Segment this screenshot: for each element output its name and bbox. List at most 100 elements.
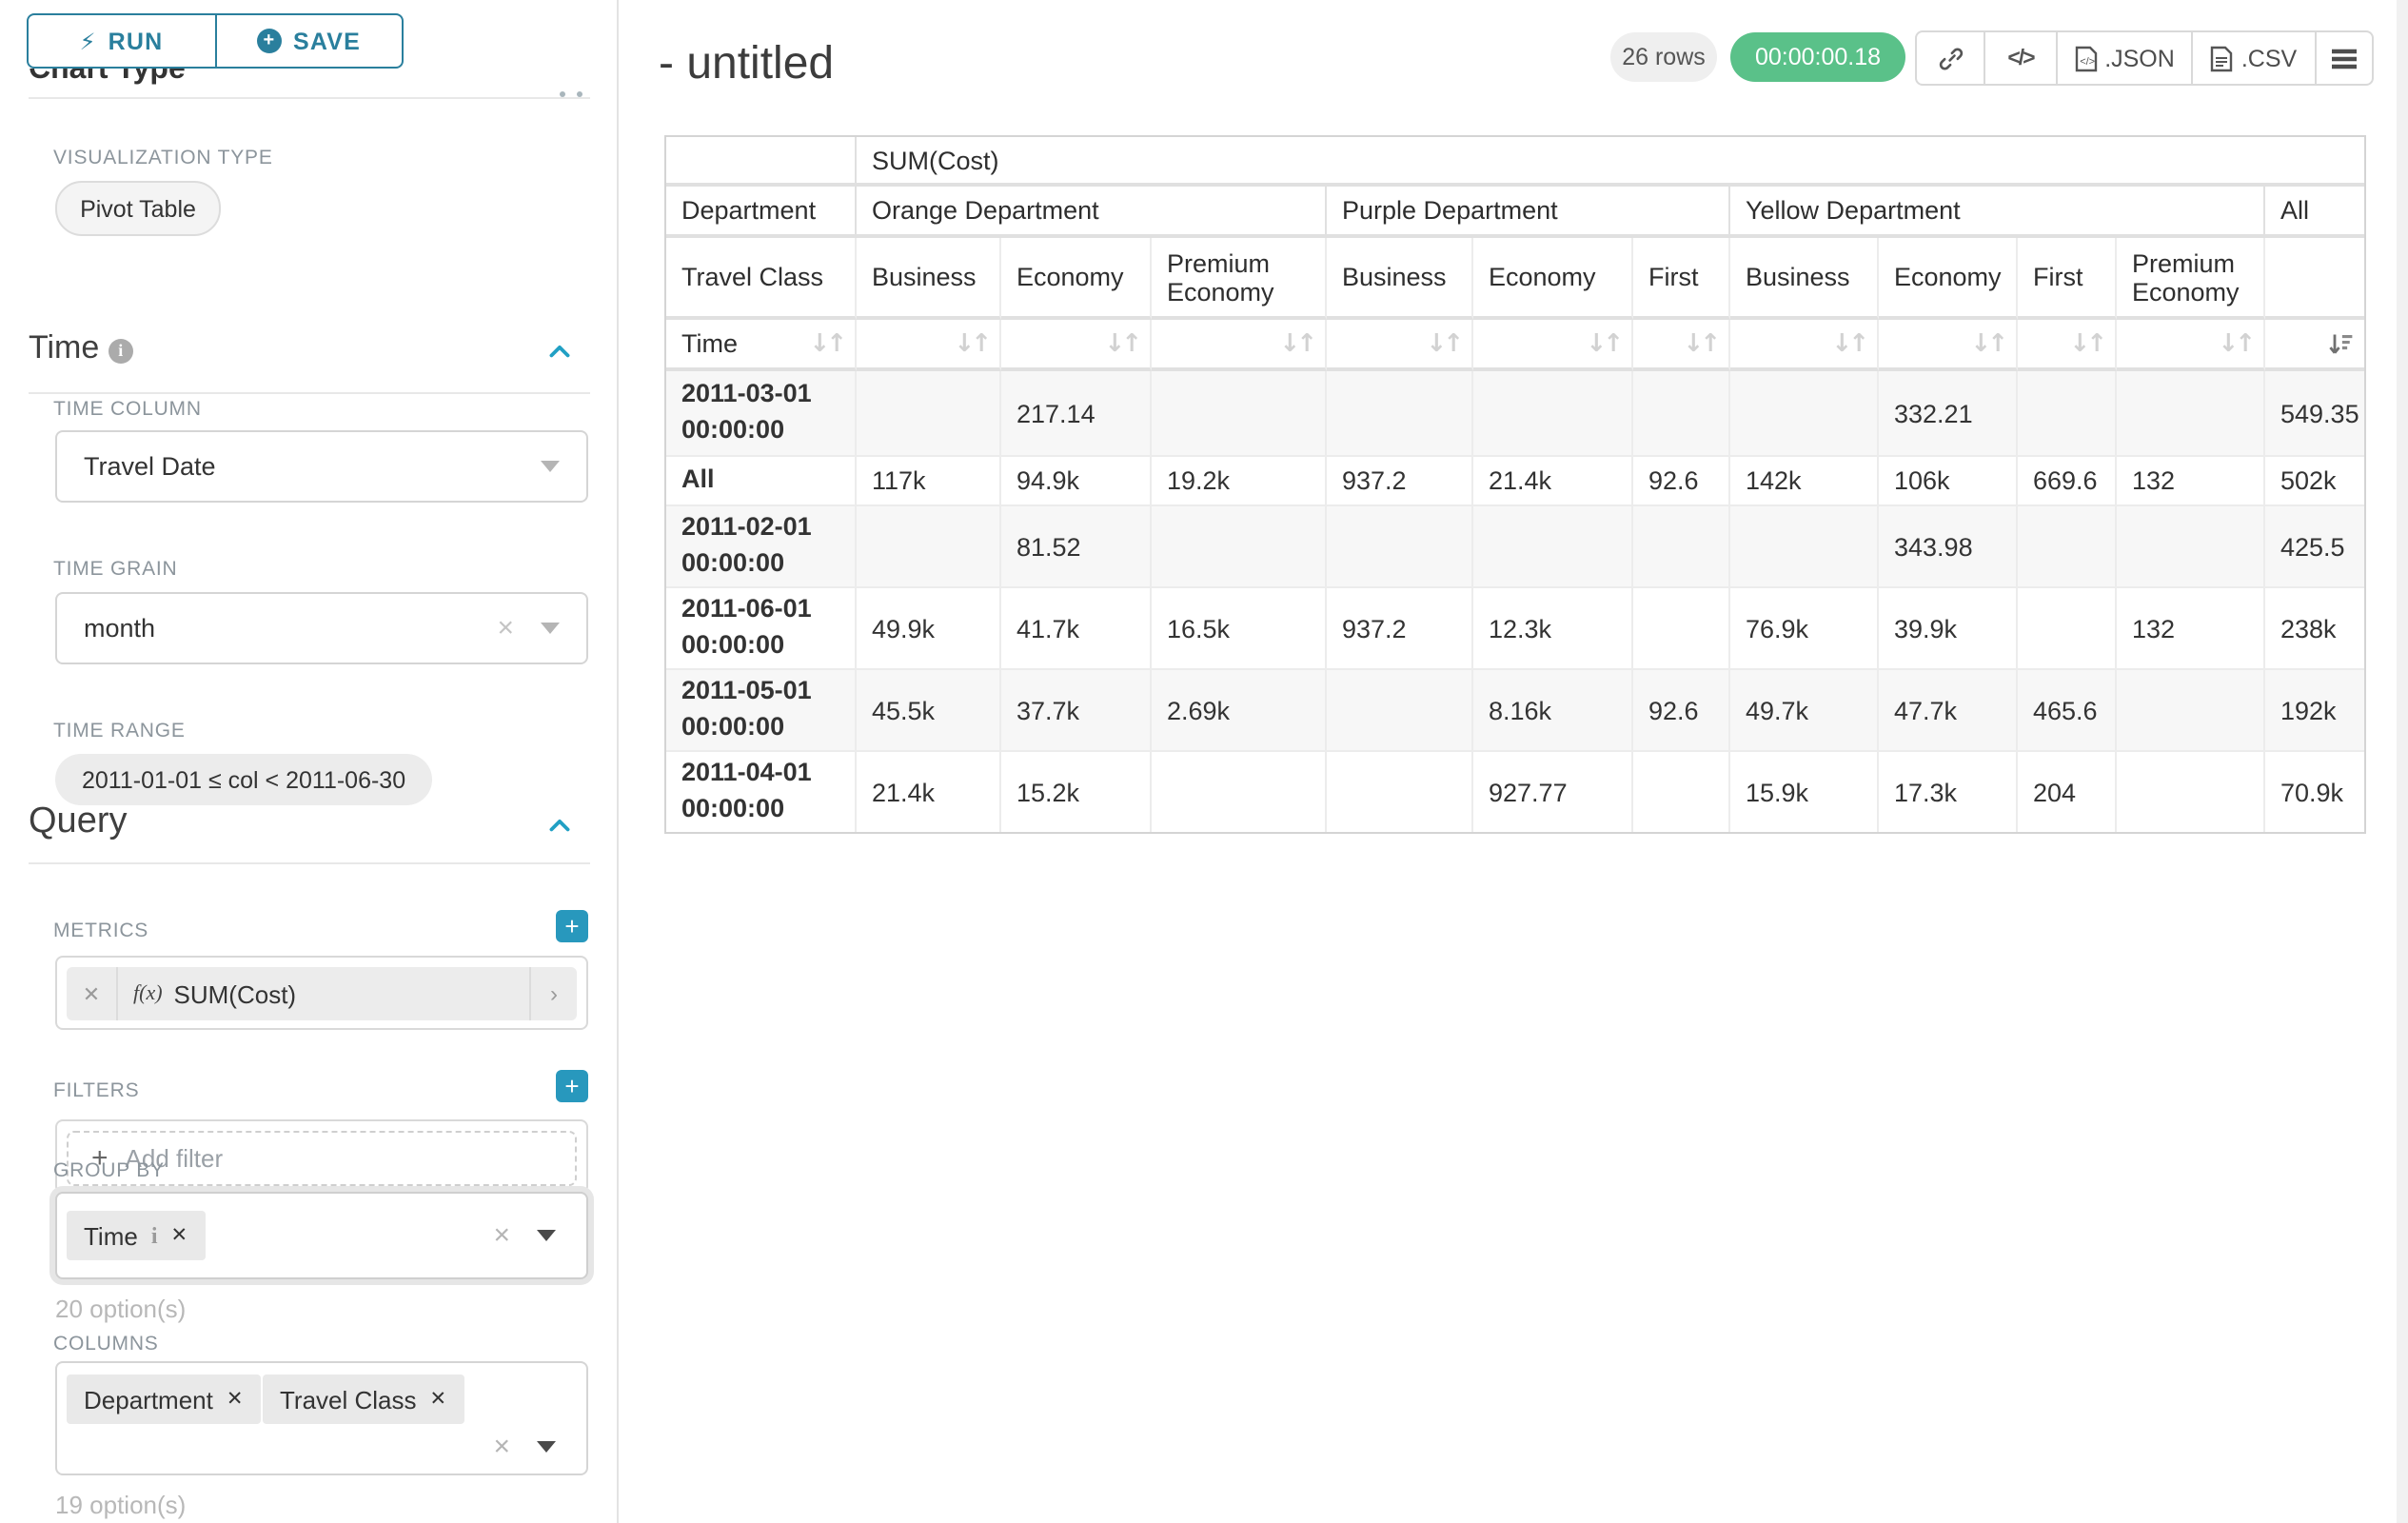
metric-chip-label: SUM(Cost)	[173, 979, 297, 1008]
plus-icon: +	[91, 1142, 109, 1175]
clear-icon[interactable]: ×	[493, 1431, 510, 1463]
sort-icon[interactable]: ↓↑	[954, 329, 992, 358]
sort-icon[interactable]: ↓↑	[809, 329, 847, 358]
run-button[interactable]: ⚡ RUN	[29, 15, 216, 67]
pivot-cell: 92.6	[1633, 670, 1730, 752]
chart-title[interactable]: - untitled	[659, 38, 835, 89]
remove-chip-icon[interactable]: ✕	[170, 1224, 188, 1247]
chevron-right-icon[interactable]: ›	[529, 967, 577, 1020]
department-group-header: Orange Department	[857, 187, 1327, 238]
sort-icon[interactable]: ↓↑	[1279, 329, 1317, 358]
pivot-cell	[857, 371, 1001, 457]
pivot-cell: 92.6	[1633, 457, 1730, 506]
sort-icon[interactable]: ↓↑	[1831, 329, 1869, 358]
table-row: All 117k 94.9k 19.2k 937.2 21.4k 92.6 142k 106k 6…	[666, 457, 2365, 506]
sort-header[interactable]: ↓↑	[1473, 320, 1633, 371]
pivot-cell	[1633, 506, 1730, 588]
sort-header[interactable]: ↓↑	[1633, 320, 1730, 371]
sort-icon[interactable]: ↓↑	[1586, 329, 1624, 358]
export-toolbar: </> </> .JSON .CSV	[1915, 30, 2374, 86]
pivot-cell: 204	[2018, 752, 2117, 832]
time-range-pill[interactable]: 2011-01-01 ≤ col < 2011-06-30	[55, 754, 433, 805]
pivot-cell: 76.9k	[1730, 588, 1879, 670]
group-by-chip[interactable]: Time i ✕	[67, 1211, 206, 1260]
sort-icon[interactable]: ↓↑	[1426, 329, 1464, 358]
pivot-cell: 47.7k	[1879, 670, 2018, 752]
query-timer-badge: 00:00:00.18	[1730, 32, 1905, 82]
time-column-label: TIME COLUMN	[53, 398, 202, 421]
export-json-button[interactable]: </> .JSON	[2056, 32, 2191, 84]
chevron-down-icon[interactable]	[537, 1441, 556, 1453]
pivot-cell: 669.6	[2018, 457, 2117, 506]
remove-metric-icon[interactable]: ✕	[67, 967, 118, 1020]
time-grain-select[interactable]: month ×	[55, 592, 588, 664]
time-sort-header[interactable]: Time ↓↑	[666, 320, 857, 371]
columns-select[interactable]: Department ✕ Travel Class ✕ ×	[55, 1361, 588, 1475]
travel-class-header: Premium Economy	[2117, 238, 2265, 320]
pivot-cell	[1730, 506, 1879, 588]
copy-link-button[interactable]	[1917, 32, 1984, 84]
sort-icon[interactable]: ↓↑	[1104, 329, 1142, 358]
department-group-header: All	[2265, 187, 2365, 238]
pivot-cell: 132	[2117, 588, 2265, 670]
department-group-header: Yellow Department	[1730, 187, 2265, 238]
chevron-down-icon[interactable]	[541, 461, 560, 472]
pivot-cell: 12.3k	[1473, 588, 1633, 670]
info-icon[interactable]: i	[108, 338, 133, 363]
export-csv-button[interactable]: .CSV	[2191, 32, 2315, 84]
columns-chip-label: Travel Class	[280, 1385, 417, 1414]
collapse-chevron-icon[interactable]	[548, 815, 571, 838]
time-column-select[interactable]: Travel Date	[55, 430, 588, 503]
pivot-cell: 49.9k	[857, 588, 1001, 670]
panel-drag-dot[interactable]	[560, 91, 565, 97]
pivot-cell	[1327, 506, 1473, 588]
pivot-cell	[2117, 506, 2265, 588]
time-section-header: Time i	[29, 329, 133, 367]
sort-desc-active-icon[interactable]	[2328, 330, 2355, 357]
pivot-cell: 217.14	[1001, 371, 1152, 457]
save-button[interactable]: + SAVE	[216, 15, 402, 67]
columns-chip[interactable]: Department ✕	[67, 1375, 261, 1424]
query-section-title: Query	[29, 801, 128, 841]
sort-header[interactable]: ↓↑	[1730, 320, 1879, 371]
sort-icon[interactable]: ↓↑	[1683, 329, 1721, 358]
columns-chip[interactable]: Travel Class ✕	[263, 1375, 464, 1424]
sort-header[interactable]: ↓↑	[2117, 320, 2265, 371]
metric-chip[interactable]: ✕ f(x) SUM(Cost) ›	[67, 967, 577, 1020]
remove-chip-icon[interactable]: ✕	[226, 1388, 244, 1411]
group-by-select[interactable]: Time i ✕ ×	[55, 1192, 588, 1279]
pivot-cell	[857, 506, 1001, 588]
collapse-chevron-icon[interactable]	[548, 341, 571, 364]
panel-drag-dot[interactable]	[577, 91, 582, 97]
more-menu-button[interactable]	[2315, 32, 2372, 84]
sort-header[interactable]: ↓↑	[857, 320, 1001, 371]
chevron-down-icon[interactable]	[537, 1230, 556, 1241]
remove-chip-icon[interactable]: ✕	[429, 1388, 447, 1411]
sort-header[interactable]	[2265, 320, 2365, 371]
sort-icon[interactable]: ↓↑	[2069, 329, 2107, 358]
sort-header[interactable]: ↓↑	[2018, 320, 2117, 371]
chevron-down-icon[interactable]	[541, 623, 560, 634]
sort-header[interactable]: ↓↑	[1327, 320, 1473, 371]
viz-type-pill[interactable]: Pivot Table	[55, 181, 221, 236]
sort-header[interactable]: ↓↑	[1879, 320, 2018, 371]
add-metric-button[interactable]: +	[556, 910, 588, 942]
pivot-cell: 343.98	[1879, 506, 2018, 588]
view-query-button[interactable]: </>	[1984, 32, 2056, 84]
scrollbar[interactable]	[2397, 0, 2408, 1523]
add-filter-dropzone[interactable]: + Add filter	[67, 1131, 577, 1186]
clear-icon[interactable]: ×	[493, 1219, 510, 1252]
plus-circle-icon: +	[256, 29, 282, 53]
department-group-header: Purple Department	[1327, 187, 1730, 238]
sort-icon[interactable]: ↓↑	[2218, 329, 2256, 358]
add-filter-button[interactable]: +	[556, 1070, 588, 1102]
clear-icon[interactable]: ×	[497, 612, 514, 644]
travel-class-header: Economy	[1473, 238, 1633, 320]
sort-icon[interactable]: ↓↑	[1970, 329, 2008, 358]
travel-class-header: Economy	[1001, 238, 1152, 320]
bolt-icon: ⚡	[79, 28, 97, 54]
metrics-box: ✕ f(x) SUM(Cost) ›	[55, 956, 588, 1030]
sort-header[interactable]: ↓↑	[1001, 320, 1152, 371]
sort-header[interactable]: ↓↑	[1152, 320, 1327, 371]
pivot-cell: 937.2	[1327, 588, 1473, 670]
